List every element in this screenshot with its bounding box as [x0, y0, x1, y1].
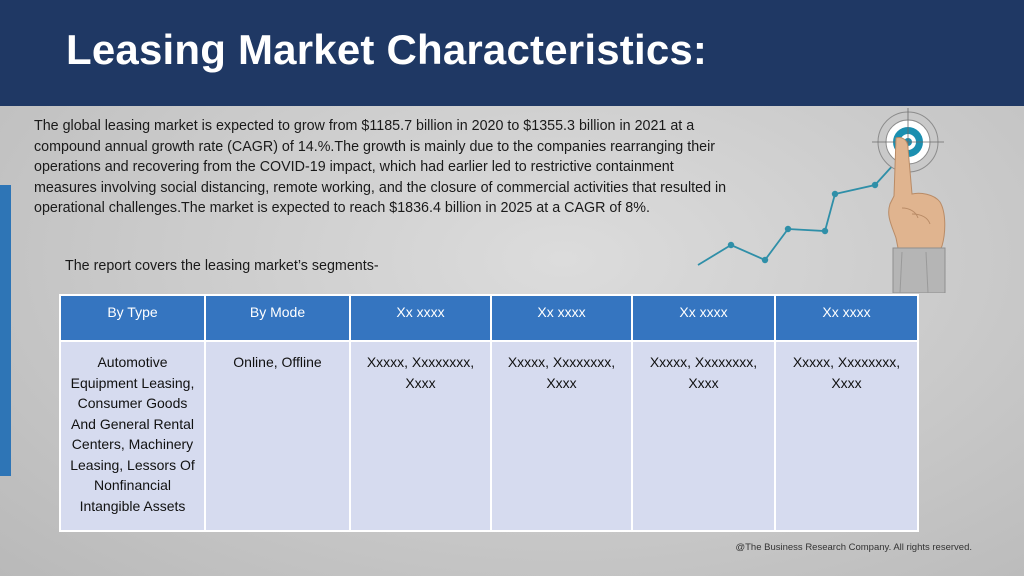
- header-col-4: Xx xxxx: [490, 294, 633, 342]
- header-col-6: Xx xxxx: [774, 294, 919, 342]
- page-title: Leasing Market Characteristics:: [66, 26, 708, 73]
- cell-col-5: Xxxxx, Xxxxxxxx, Xxxx: [631, 340, 776, 532]
- cell-by-mode: Online, Offline: [204, 340, 351, 532]
- cell-col-3: Xxxxx, Xxxxxxxx, Xxxx: [349, 340, 492, 532]
- cell-by-type: Automotive Equipment Leasing, Consumer G…: [59, 340, 206, 532]
- growth-target-illustration: [697, 108, 946, 293]
- cell-col-6: Xxxxx, Xxxxxxxx, Xxxx: [774, 340, 919, 532]
- copyright-footer: @The Business Research Company. All righ…: [735, 542, 972, 553]
- table-row: Automotive Equipment Leasing, Consumer G…: [59, 340, 919, 532]
- left-accent-bar: [0, 185, 11, 476]
- segments-table: By Type By Mode Xx xxxx Xx xxxx Xx xxxx …: [59, 294, 919, 532]
- header-by-type: By Type: [59, 294, 206, 342]
- growth-line-icon: [697, 151, 913, 266]
- pointing-hand-icon: [888, 137, 946, 293]
- market-description: The global leasing market is expected to…: [34, 118, 727, 216]
- segments-intro: The report covers the leasing market’s s…: [65, 258, 379, 274]
- table-header-row: By Type By Mode Xx xxxx Xx xxxx Xx xxxx …: [59, 294, 919, 342]
- header-col-3: Xx xxxx: [349, 294, 492, 342]
- header-by-mode: By Mode: [204, 294, 351, 342]
- cell-col-4: Xxxxx, Xxxxxxxx, Xxxx: [490, 340, 633, 532]
- header-col-5: Xx xxxx: [631, 294, 776, 342]
- header-bar: Leasing Market Characteristics:: [0, 0, 1024, 106]
